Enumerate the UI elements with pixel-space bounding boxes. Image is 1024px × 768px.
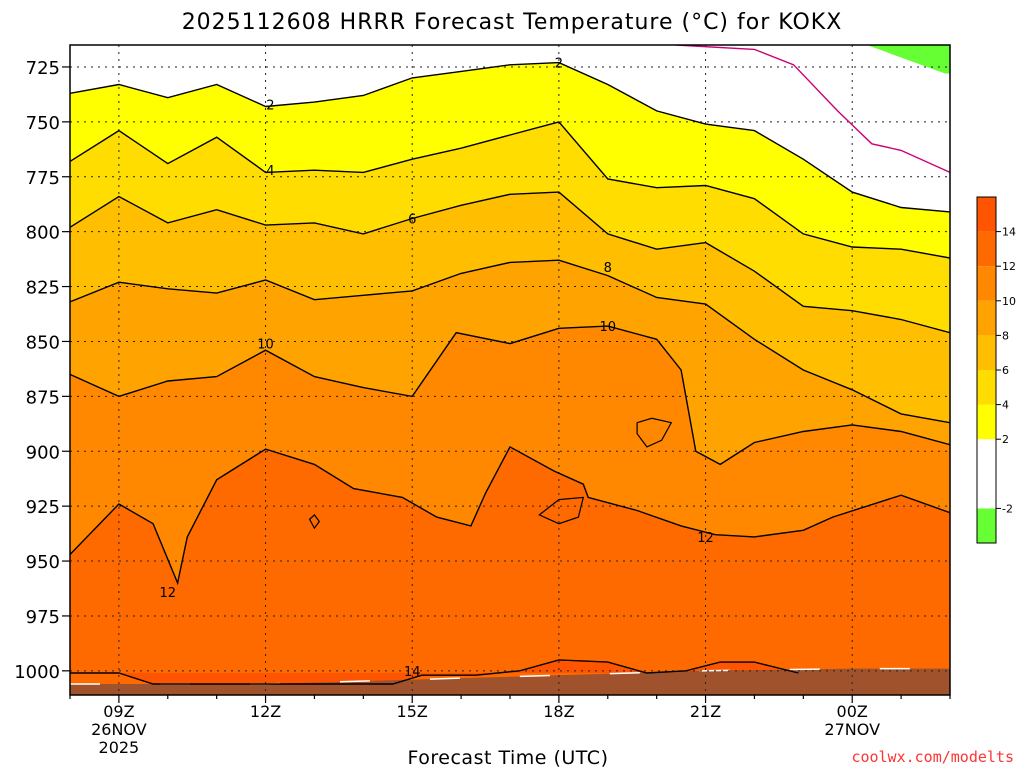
x-tick-label-18Z: 18Z [543,702,574,721]
contour-label-10: 10 [600,320,617,335]
y-tick-label-800: 800 [26,223,60,244]
closed-contour-2 [538,496,585,525]
colorbar-segment--2 [977,473,996,509]
isotherm-8 [70,259,950,424]
plot-area: 2 2 4 6 8 10 10 12 12 14 [70,45,950,695]
y-tick-label-875: 875 [26,387,60,408]
isotherm-10 [70,325,950,466]
warm-pockets [308,417,673,530]
x-tick-label-27NOV: 27NOV [824,720,880,739]
y-tick-label-1000: 1000 [14,662,60,683]
isotherm-6 [70,191,950,334]
colorbar-label-2: 2 [1002,433,1009,446]
isotherm-2 [70,61,950,213]
band-14-16 [70,659,799,684]
y-tick-label-850: 850 [26,332,60,353]
contour-label-12: 12 [697,531,714,546]
colorbar-label-4: 4 [1002,399,1009,412]
contour-label-10: 10 [257,338,274,353]
y-tick-label-900: 900 [26,442,60,463]
colorbar-segment--4 [977,508,996,543]
contour-label-4: 4 [266,164,274,179]
y-tick-label-750: 750 [26,113,60,134]
y-tick-label-725: 725 [26,58,60,79]
colorbar-label--2: -2 [1002,502,1013,515]
colorbar-label-12: 12 [1002,260,1016,273]
y-axis: 725 750 775 800 825 850 875 900 925 950 975 1000 [14,58,70,683]
x-tick-label-21Z: 21Z [690,702,721,721]
isotherm-4 [70,121,950,259]
colorbar-label-8: 8 [1002,329,1009,342]
colorbar-segment-14 [977,197,996,232]
contour-label-2: 2 [555,57,563,72]
x-tick-label-09Z: 09Z [103,702,134,721]
isotherm-14 [70,659,799,685]
colorbar: -2 2 4 6 8 10 12 14 [976,196,1016,544]
x-tick-label-2025: 2025 [99,738,140,757]
contour-label-14: 14 [404,665,421,680]
chart-title: 2025112608 HRRR Forecast Temperature (°C… [182,10,843,35]
y-tick-label-925: 925 [26,497,60,518]
y-tick-label-825: 825 [26,278,60,299]
band-below-0 [866,45,950,74]
contour-labels: 2 2 4 6 8 10 10 12 12 14 [160,57,714,680]
temperature-bands [70,45,950,695]
x-tick-label-15Z: 15Z [397,702,428,721]
colorbar-label-10: 10 [1002,295,1016,308]
colorbar-segment-6 [977,335,996,370]
isotherm-contours [70,45,950,685]
colorbar-segment-8 [977,300,996,336]
x-tick-label-12Z: 12Z [250,702,281,721]
closed-contour-1 [308,514,321,530]
contour-label-2: 2 [266,98,274,113]
contour-label-8: 8 [604,261,612,276]
y-tick-label-950: 950 [26,552,60,573]
band-0-2 [70,45,950,212]
contour-label-6: 6 [408,212,416,227]
colorbar-label-6: 6 [1002,364,1009,377]
colorbar-segment-2 [977,404,996,440]
credit-text: coolwx.com/modelts [851,748,1014,766]
colorbar-segment-10 [977,266,996,301]
band-12-14 [70,446,950,695]
closed-contour-3 [636,417,673,448]
x-tick-label-00Z: 00Z [837,702,868,721]
x-tick-label-26NOV: 26NOV [91,720,147,739]
contour-label-12: 12 [160,586,177,601]
colorbar-label-14: 14 [1002,226,1016,239]
terrain-fill [70,668,950,695]
x-axis-label: Forecast Time (UTC) [408,747,609,768]
colorbar-segment-12 [977,231,996,267]
isotherm-12 [70,445,950,586]
colorbar-segment-4 [977,370,996,405]
isotherm-0 [676,45,950,174]
colorbar-segment-0 [977,439,996,474]
y-tick-label-775: 775 [26,168,60,189]
y-tick-label-975: 975 [26,607,60,628]
